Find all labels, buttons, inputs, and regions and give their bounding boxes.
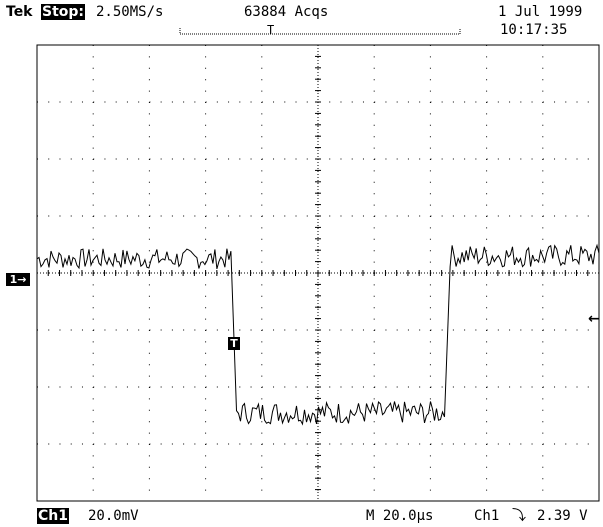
trigger-position-marker: T: [228, 337, 240, 350]
acquisition-count: 63884 Acqs: [244, 4, 329, 20]
trigger-source: Ch1: [474, 508, 500, 524]
trigger-level-arrow-icon: ←: [588, 311, 600, 327]
time-label: 10:17:35: [500, 22, 568, 38]
waveform-trace: [36, 243, 600, 426]
channel-badge: Ch1: [37, 508, 69, 524]
channel1-ground-marker: 1→: [6, 273, 30, 286]
timebase-label: M 20.0µs: [366, 508, 434, 524]
sample-rate: 2.50MS/s: [96, 4, 164, 20]
date-label: 1 Jul 1999: [498, 4, 583, 20]
brand-label: Tek: [6, 4, 33, 20]
run-state-badge: Stop:: [41, 4, 86, 20]
trigger-level-value: 2.39 V: [537, 508, 588, 524]
record-view-bracket: [179, 28, 461, 35]
trigger-slope-icon: ⤵: [512, 508, 526, 524]
record-trigger-marker: T: [267, 23, 275, 37]
volts-per-div: 20.0mV: [88, 508, 139, 524]
graticule-center-axes: [36, 44, 600, 502]
